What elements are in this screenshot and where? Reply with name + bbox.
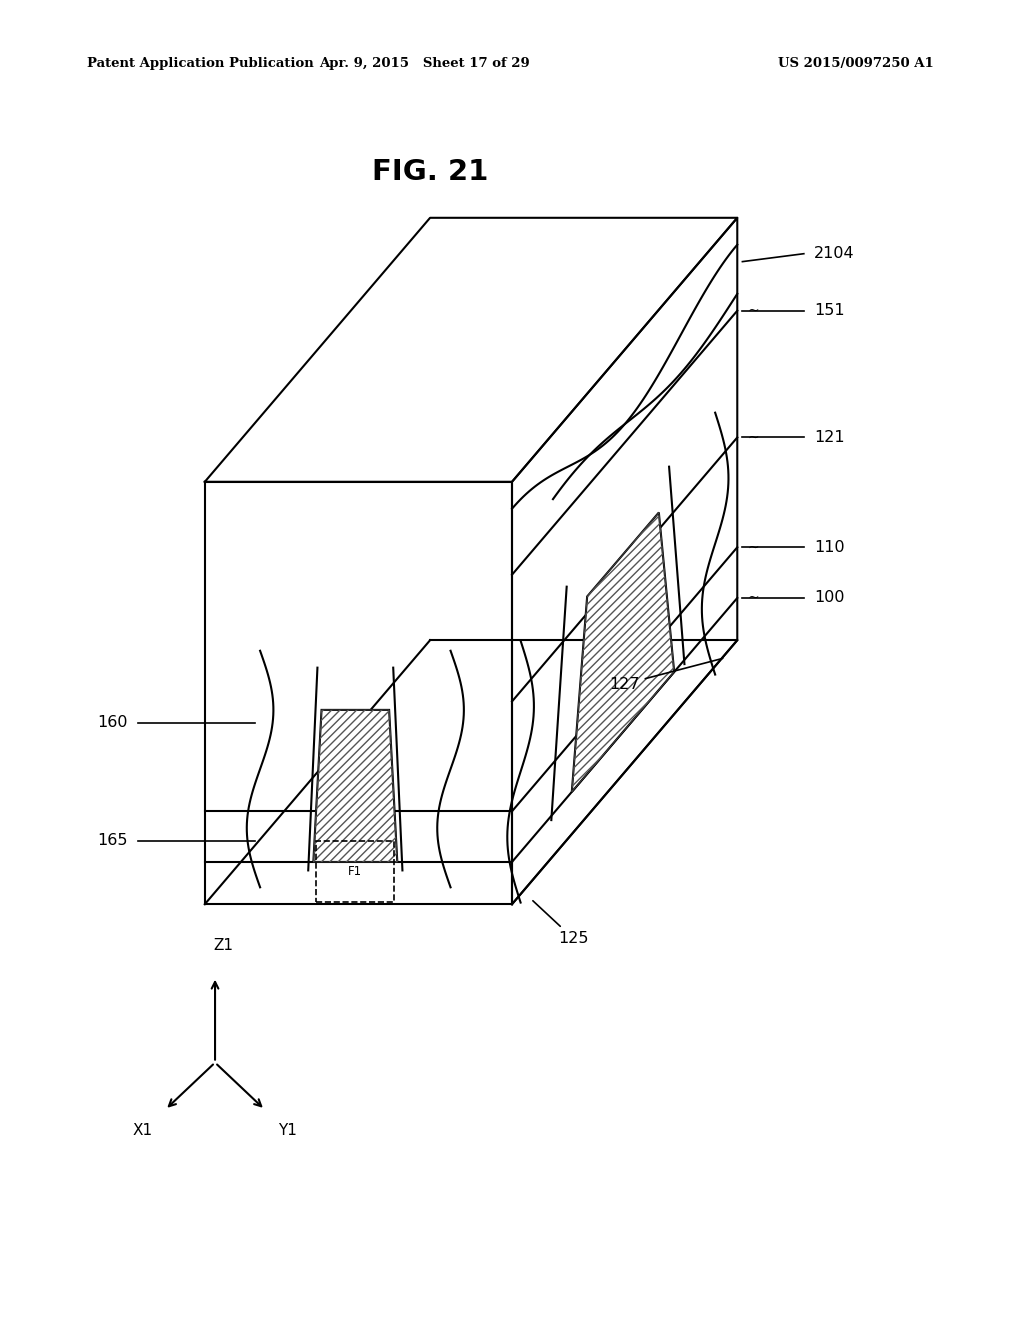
Text: Apr. 9, 2015   Sheet 17 of 29: Apr. 9, 2015 Sheet 17 of 29 [319,57,530,70]
Text: ~: ~ [748,304,759,318]
Text: F1: F1 [348,865,362,878]
Text: 100: 100 [814,590,845,606]
Text: FIG. 21: FIG. 21 [372,157,488,186]
Text: X1: X1 [132,1123,153,1138]
Text: 121: 121 [814,430,845,445]
Text: 160: 160 [97,715,128,730]
Text: 110: 110 [814,540,845,554]
Text: US 2015/0097250 A1: US 2015/0097250 A1 [778,57,934,70]
Text: 127: 127 [609,659,723,692]
Polygon shape [313,710,397,862]
Text: 151: 151 [814,304,845,318]
Text: Z1: Z1 [213,939,233,953]
Text: ~: ~ [748,540,759,554]
Text: ~: ~ [748,591,759,605]
Polygon shape [571,512,674,792]
Text: ~: ~ [748,430,759,445]
Text: 2104: 2104 [814,247,855,261]
Text: 165: 165 [97,833,128,849]
Text: Patent Application Publication: Patent Application Publication [87,57,313,70]
Text: 125: 125 [532,900,589,946]
Text: Y1: Y1 [279,1123,297,1138]
